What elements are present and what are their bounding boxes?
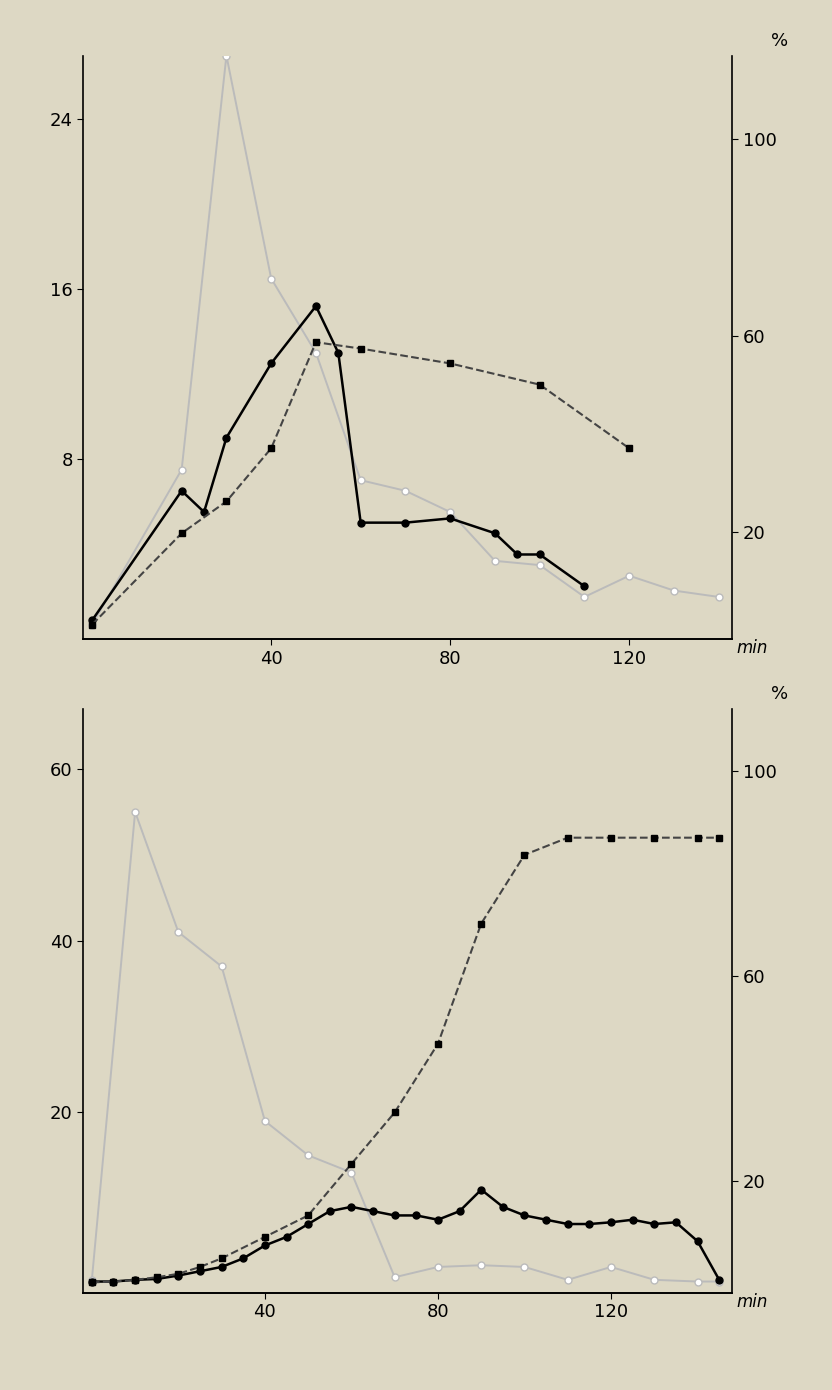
Text: %: %	[771, 32, 788, 50]
Text: min: min	[736, 1293, 768, 1311]
Text: %: %	[771, 685, 788, 703]
Text: min: min	[736, 639, 768, 657]
